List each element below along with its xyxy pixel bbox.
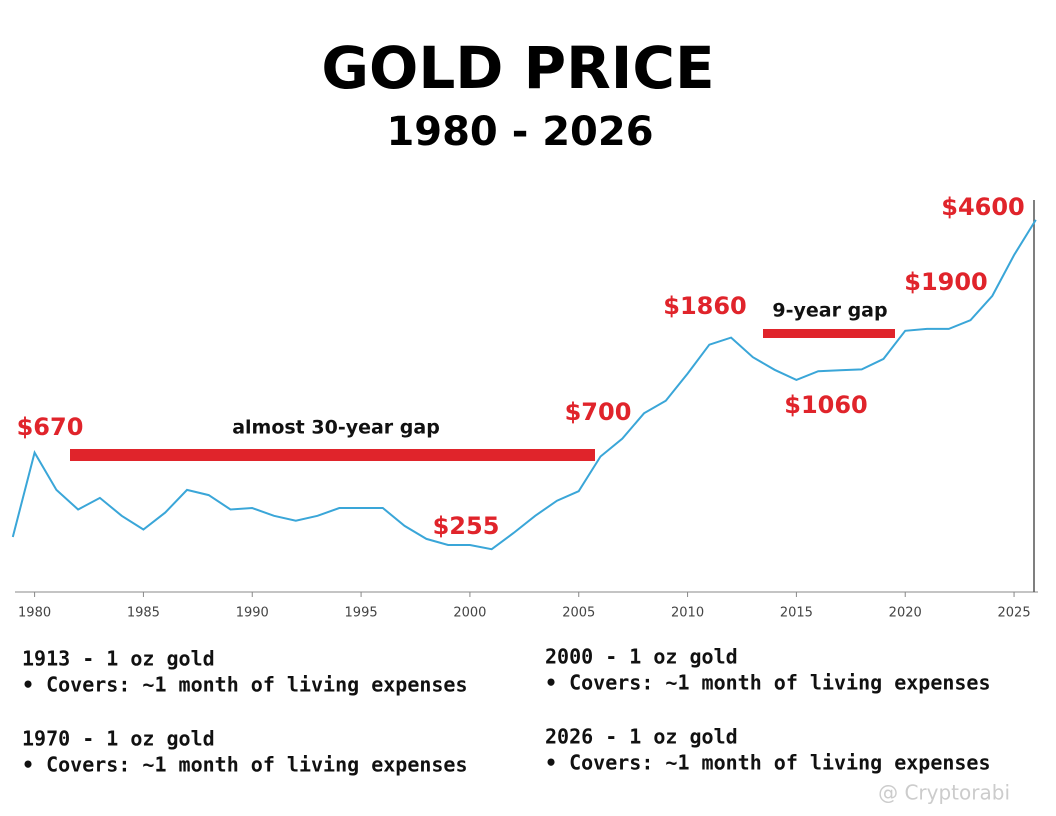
gap-bar	[70, 449, 595, 461]
annotation: 9-year gap	[772, 300, 887, 322]
x-tick-label: 2005	[562, 606, 595, 621]
note-detail: • Covers: ~1 month of living expenses	[545, 671, 991, 695]
annotation: $1060	[784, 391, 868, 419]
annotation: $700	[565, 398, 632, 426]
note-title: 2026 - 1 oz gold	[545, 725, 738, 749]
x-tick-label: 2020	[889, 606, 922, 621]
note-title: 1913 - 1 oz gold	[22, 647, 215, 671]
annotation: $4600	[941, 193, 1025, 221]
price-line	[11, 219, 1037, 551]
x-tick-label: 2015	[780, 606, 813, 621]
gap-bar	[763, 329, 895, 338]
note-detail: • Covers: ~1 month of living expenses	[22, 753, 468, 777]
x-tick-label: 2025	[998, 606, 1031, 621]
annotation: $1900	[904, 268, 988, 296]
annotation: $1860	[663, 292, 747, 320]
x-tick-label: 1995	[345, 606, 378, 621]
note-detail: • Covers: ~1 month of living expenses	[22, 673, 468, 697]
note-detail: • Covers: ~1 month of living expenses	[545, 751, 991, 775]
x-tick-label: 1990	[236, 606, 269, 621]
x-tick-label: 2000	[453, 606, 486, 621]
x-tick-label: 1985	[127, 606, 160, 621]
annotation: almost 30-year gap	[232, 417, 440, 439]
annotation: $255	[433, 512, 500, 540]
note-title: 2000 - 1 oz gold	[545, 645, 738, 669]
chart-title: GOLD PRICE	[321, 34, 714, 102]
x-tick-label: 1980	[18, 606, 51, 621]
note-title: 1970 - 1 oz gold	[22, 727, 215, 751]
chart-subtitle: 1980 - 2026	[386, 109, 653, 155]
x-tick-label: 2010	[671, 606, 704, 621]
watermark: @ Cryptorabi	[878, 781, 1010, 805]
annotation: $670	[17, 413, 84, 441]
